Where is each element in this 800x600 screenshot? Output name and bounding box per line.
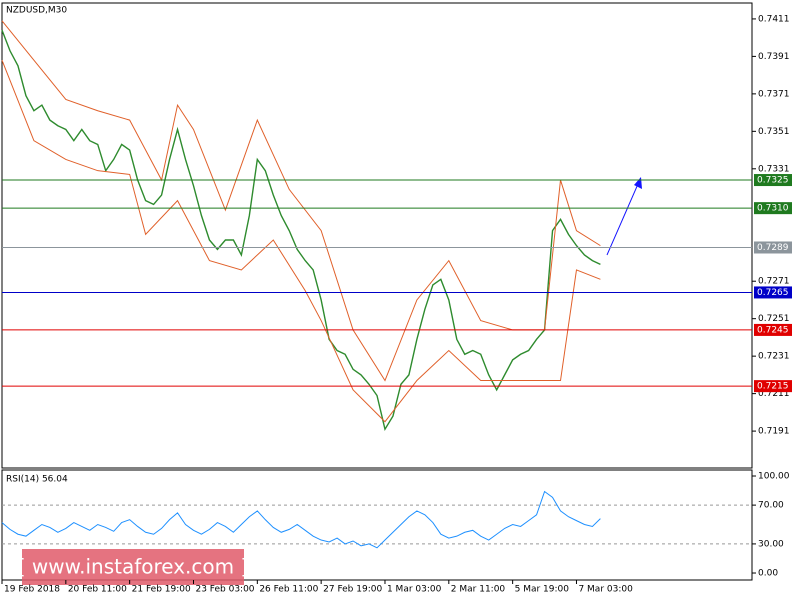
level-label-box	[754, 323, 792, 336]
x-tick-label: 2 Mar 11:00	[451, 585, 506, 595]
level-label: 0.7265	[757, 288, 789, 298]
level-label-box	[754, 380, 792, 393]
x-tick-label: 23 Feb 03:00	[195, 585, 254, 595]
y-tick-label: 0.7271	[758, 277, 790, 287]
rsi-tick-label: 30.00	[758, 539, 784, 549]
rsi-frame	[1, 469, 753, 581]
forecast-arrow	[606, 183, 639, 256]
level-label-box	[754, 174, 792, 187]
band-line	[1, 59, 601, 423]
x-tick-label: 27 Feb 19:00	[323, 585, 382, 595]
level-label-box	[754, 202, 792, 215]
y-tick-label: 0.7251	[758, 314, 790, 324]
y-tick-label: 0.7211	[758, 389, 790, 399]
x-tick-label: 1 Mar 03:00	[387, 585, 442, 595]
x-tick-label: 5 Mar 19:00	[515, 585, 570, 595]
y-tick-label: 0.7411	[758, 14, 790, 24]
y-tick-label: 0.7351	[758, 127, 790, 137]
rsi-tick-label: 100.00	[758, 472, 790, 482]
level-label: 0.7215	[757, 382, 789, 392]
level-label: 0.7325	[757, 176, 789, 186]
price-line	[1, 29, 601, 432]
x-tick-label: 26 Feb 11:00	[259, 585, 318, 595]
watermark: [ www.instaforex.com ]	[18, 555, 249, 579]
y-tick-label: 0.7191	[758, 427, 790, 437]
rsi-tick-label: 70.00	[758, 501, 784, 511]
x-tick-label: 19 Feb 2018	[4, 585, 60, 595]
y-tick-label: 0.7231	[758, 352, 790, 362]
y-tick-label: 0.7331	[758, 164, 790, 174]
chart-title: NZDUSD,M30	[6, 6, 67, 16]
rsi-title: RSI(14) 56.04	[6, 475, 68, 485]
main-frame	[1, 2, 753, 469]
x-tick-label: 20 Feb 11:00	[68, 585, 127, 595]
watermark-box	[22, 549, 244, 585]
y-tick-label: 0.7391	[758, 52, 790, 62]
level-label: 0.7310	[757, 204, 789, 214]
rsi-line	[1, 490, 601, 549]
rsi-tick-label: 0.00	[758, 569, 778, 579]
level-label-box	[754, 286, 792, 299]
level-label: 0.7289	[757, 243, 789, 253]
x-tick-label: 7 Mar 03:00	[578, 585, 633, 595]
level-label: 0.7245	[757, 325, 789, 335]
y-tick-label: 0.7371	[758, 89, 790, 99]
level-label-box	[754, 241, 792, 254]
x-tick-label: 21 Feb 19:00	[132, 585, 191, 595]
